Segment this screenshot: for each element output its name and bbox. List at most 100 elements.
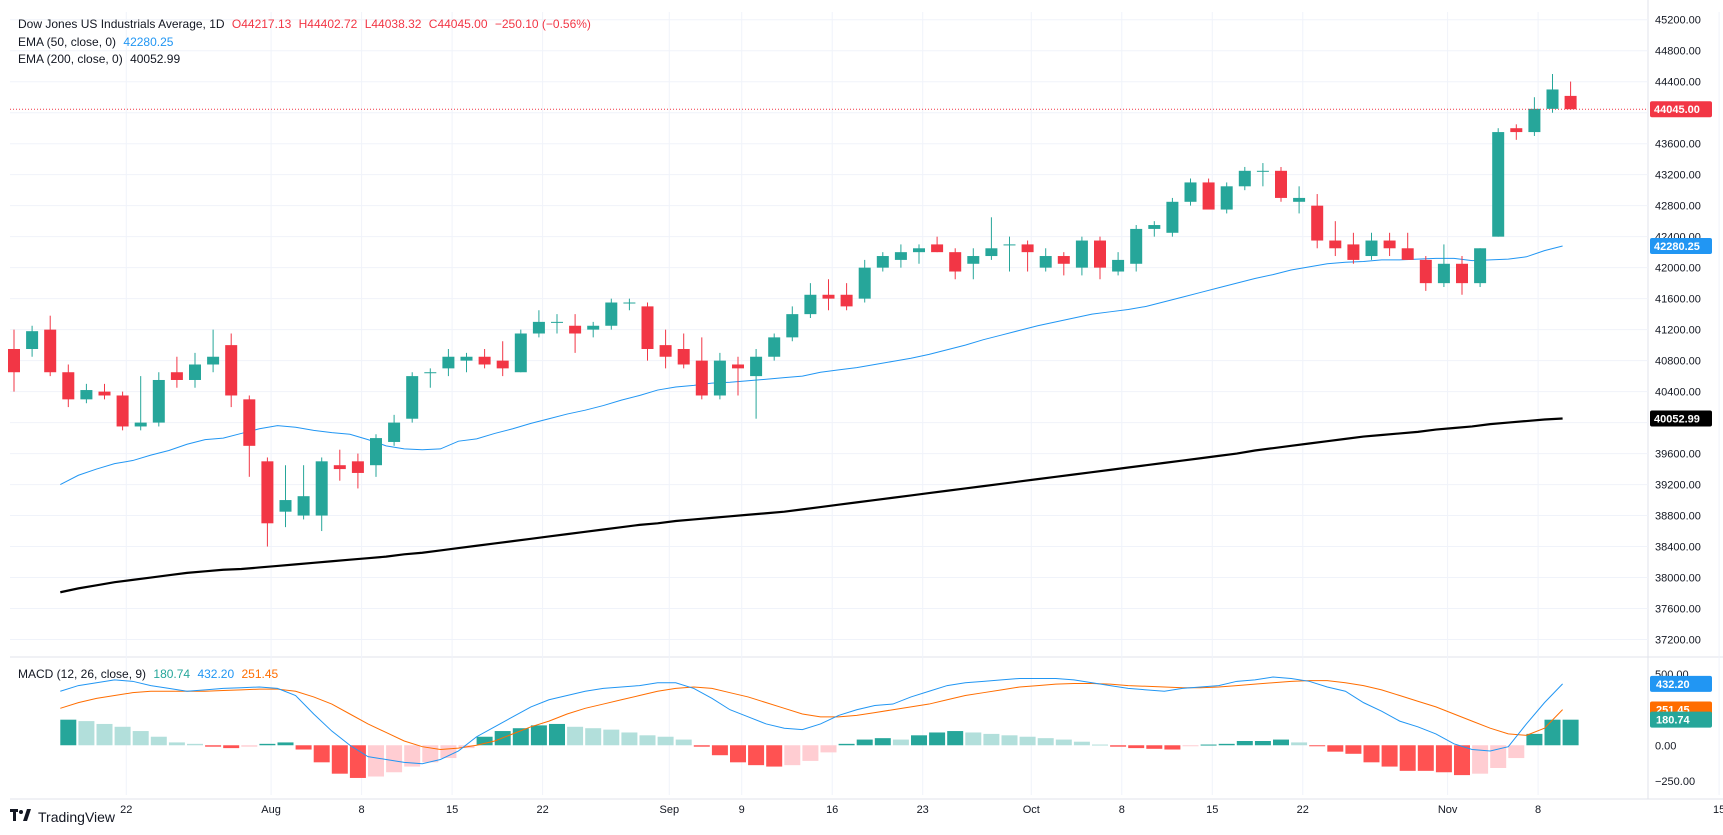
candle (732, 356, 744, 396)
candle-body (858, 267, 871, 299)
candle-body (261, 461, 274, 524)
candle (98, 383, 111, 400)
ema50-line-layer (60, 245, 1563, 486)
macd-histogram-bar (241, 745, 258, 747)
candle-body (1419, 259, 1432, 284)
candle (351, 453, 364, 489)
macd-histogram-bar (205, 745, 222, 747)
macd-histogram-bar (331, 745, 348, 774)
candle-body (822, 294, 835, 299)
macd-histogram-bar (1454, 745, 1470, 776)
price-tick-label: 38800.00 (1655, 511, 1701, 523)
candle (659, 329, 672, 369)
candle (460, 352, 473, 373)
candle (1419, 256, 1432, 291)
macd-histogram-bar (187, 743, 203, 746)
macd-histogram-bar (1273, 739, 1289, 746)
candle-body (1347, 244, 1360, 260)
candle (768, 333, 781, 361)
candle (894, 244, 907, 268)
candle (170, 356, 183, 388)
candle-body (949, 252, 962, 272)
candle-body (1528, 108, 1541, 133)
candle (1474, 248, 1487, 288)
candle (1347, 232, 1360, 264)
candle-body (1075, 240, 1088, 268)
candle (1456, 256, 1468, 295)
macd-histogram-bar (132, 731, 149, 746)
candle-body (967, 256, 980, 264)
candle-body (152, 379, 165, 423)
macd-histogram-bar (422, 745, 439, 763)
candle (225, 333, 238, 408)
candle (424, 368, 437, 388)
macd-histogram-bar (404, 745, 421, 767)
candle (750, 348, 763, 419)
price-tick-label: 44400.00 (1655, 77, 1701, 89)
macd-histogram-bar (1073, 741, 1090, 746)
macd-histogram-bar (1544, 719, 1561, 746)
candle-body (1021, 244, 1034, 253)
candle-body (532, 321, 545, 334)
time-tick-label: Oct (1023, 804, 1040, 816)
macd-histogram-bar (711, 745, 728, 756)
macd-histogram-bar (1417, 745, 1434, 771)
price-tag: 42280.25 (1650, 237, 1712, 254)
candle-body (713, 360, 726, 396)
candle-body (1293, 197, 1306, 202)
price-tick-label: 43200.00 (1655, 170, 1701, 182)
candle-body (98, 391, 111, 396)
macd-histogram-bar (313, 745, 330, 763)
price-tick-label: 37200.00 (1655, 635, 1701, 647)
candle (1256, 163, 1269, 187)
time-tick-label: 22 (1297, 804, 1309, 816)
candle (840, 283, 853, 311)
macd-histogram-bar (947, 731, 964, 746)
candle-body (207, 356, 220, 365)
candle-body (985, 248, 998, 257)
time-tick-label: 22 (120, 804, 132, 816)
macd-legend[interactable]: MACD (12, 26, close, 9) 180.74 432.20 25… (18, 667, 282, 681)
price-tag-label: 44045.00 (1654, 104, 1700, 116)
candle (406, 372, 419, 423)
candle-body (225, 345, 238, 396)
macd-histogram-bar (820, 745, 837, 753)
candle (44, 315, 57, 377)
ema200-legend[interactable]: EMA (200, close, 0) 40052.99 (18, 52, 184, 66)
macd-histogram-bar (911, 735, 927, 746)
macd-histogram-bar (1472, 745, 1489, 774)
price-tag-bg (1650, 101, 1712, 118)
time-tick-label: 8 (359, 804, 365, 816)
candle-body (315, 461, 328, 516)
candle-body (1437, 263, 1450, 284)
price-tag-label: 42280.25 (1654, 241, 1700, 253)
price-tick-label: 39200.00 (1655, 480, 1701, 492)
candle (207, 329, 220, 373)
candle (388, 414, 401, 446)
price-tick-label: 40400.00 (1655, 387, 1701, 399)
candle-body (351, 461, 364, 473)
price-tag-bg (1650, 237, 1712, 254)
macd-signal-value: 251.45 (241, 667, 279, 681)
ohlc-change: −250.10 (−0.56%) (494, 17, 591, 31)
tradingview-logo[interactable]: TradingView (10, 808, 115, 825)
candle-body (913, 248, 925, 253)
candle (1401, 232, 1414, 260)
macd-histogram-bar (1399, 745, 1416, 771)
candle-body (80, 390, 93, 400)
symbol-legend[interactable]: Dow Jones US Industrials Average, 1D O44… (18, 17, 595, 31)
candle-body (677, 348, 690, 365)
macd-histogram-bar (349, 745, 366, 778)
candle-body (424, 372, 437, 374)
candle-body (442, 356, 455, 369)
macd-histogram-bar (1218, 743, 1235, 746)
time-tick-label: 23 (917, 804, 929, 816)
candle-body (1148, 225, 1161, 229)
price-tick-label: 39600.00 (1655, 449, 1701, 461)
time-axis[interactable]: 22Aug81522Sep91623Oct81522Nov81522 (120, 804, 1723, 816)
candle-body (26, 331, 39, 349)
candle-body (1456, 263, 1468, 284)
macd-histogram-bar (748, 745, 765, 766)
ema50-legend[interactable]: EMA (50, close, 0) 42280.25 (18, 35, 177, 49)
